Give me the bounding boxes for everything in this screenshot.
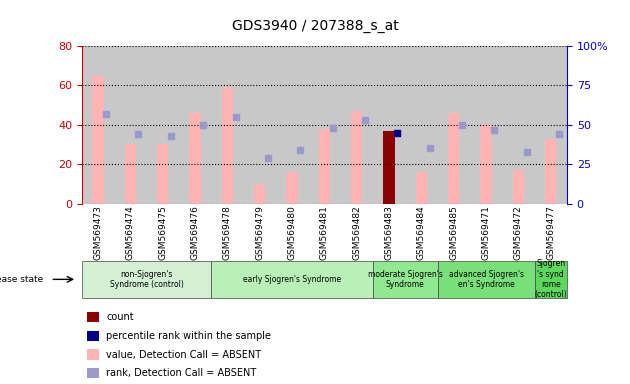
Point xyxy=(263,155,273,161)
Bar xyxy=(190,113,201,204)
Bar xyxy=(114,46,147,204)
Text: moderate Sjogren's
Syndrome: moderate Sjogren's Syndrome xyxy=(368,270,443,289)
Bar xyxy=(87,331,99,341)
Bar xyxy=(470,46,502,204)
Point xyxy=(198,122,208,128)
Text: percentile rank within the sample: percentile rank within the sample xyxy=(106,331,271,341)
Text: early Sjogren's Syndrome: early Sjogren's Syndrome xyxy=(243,275,341,284)
Bar xyxy=(416,172,427,204)
Bar xyxy=(319,129,330,204)
Point xyxy=(489,126,499,132)
Bar xyxy=(502,46,535,204)
Bar xyxy=(93,76,104,204)
Bar xyxy=(244,46,276,204)
Bar xyxy=(513,170,524,204)
Text: non-Sjogren's
Syndrome (control): non-Sjogren's Syndrome (control) xyxy=(110,270,183,289)
Bar xyxy=(373,46,405,204)
Point xyxy=(457,122,467,128)
Bar xyxy=(211,46,244,204)
Point xyxy=(101,111,112,117)
Point xyxy=(360,117,370,123)
Bar xyxy=(373,261,438,298)
Bar xyxy=(211,261,373,298)
Point xyxy=(134,131,144,137)
Point xyxy=(425,146,435,152)
Bar xyxy=(545,139,556,204)
Text: rank, Detection Call = ABSENT: rank, Detection Call = ABSENT xyxy=(106,368,256,378)
Bar xyxy=(438,261,535,298)
Bar xyxy=(405,46,438,204)
Bar xyxy=(308,46,341,204)
Point xyxy=(295,147,306,153)
Bar xyxy=(535,46,567,204)
Bar xyxy=(341,46,373,204)
Bar xyxy=(222,88,233,204)
Bar xyxy=(87,312,99,323)
Point xyxy=(392,130,403,136)
Text: Sjogren
's synd
rome
(control): Sjogren 's synd rome (control) xyxy=(534,259,567,300)
Bar xyxy=(82,261,211,298)
Text: GDS3940 / 207388_s_at: GDS3940 / 207388_s_at xyxy=(232,19,398,33)
Text: value, Detection Call = ABSENT: value, Detection Call = ABSENT xyxy=(106,349,261,359)
Bar xyxy=(535,261,567,298)
Bar xyxy=(351,111,362,204)
Point xyxy=(166,133,176,139)
Bar xyxy=(438,46,470,204)
Point xyxy=(522,149,532,155)
Bar xyxy=(157,144,168,204)
Bar xyxy=(287,172,298,204)
Bar xyxy=(87,368,99,378)
Bar xyxy=(384,131,395,204)
Point xyxy=(328,125,338,131)
Bar xyxy=(87,349,99,359)
Bar xyxy=(147,46,179,204)
Text: advanced Sjogren's
en's Syndrome: advanced Sjogren's en's Syndrome xyxy=(449,270,524,289)
Bar xyxy=(82,46,114,204)
Text: disease state: disease state xyxy=(0,275,43,284)
Bar xyxy=(254,184,265,204)
Point xyxy=(231,114,241,120)
Text: count: count xyxy=(106,312,134,322)
Bar xyxy=(125,144,136,204)
Bar xyxy=(179,46,211,204)
Bar xyxy=(481,125,492,204)
Bar xyxy=(448,113,459,204)
Point xyxy=(554,131,564,137)
Bar xyxy=(276,46,308,204)
